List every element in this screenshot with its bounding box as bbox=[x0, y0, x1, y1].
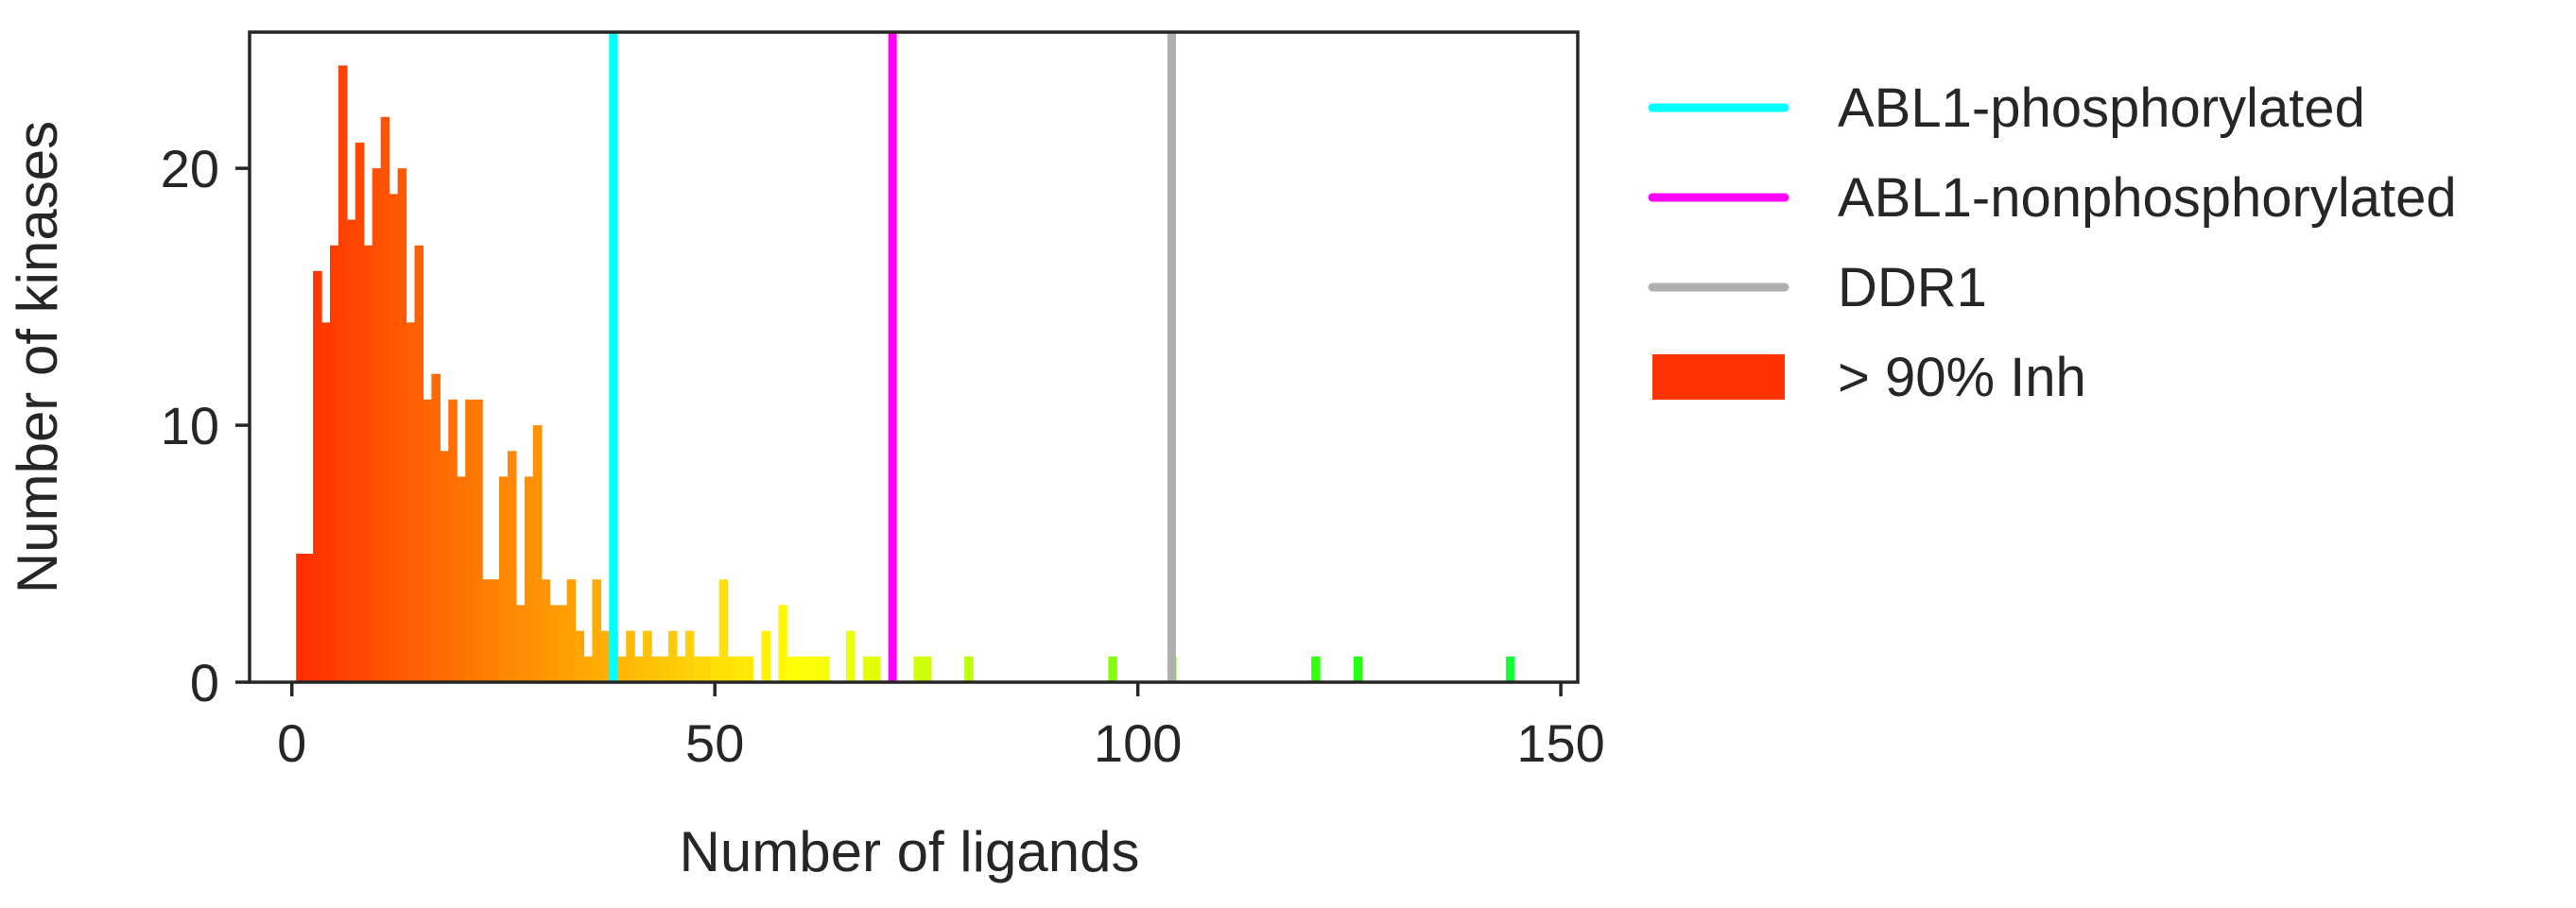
histogram-bar bbox=[676, 656, 686, 682]
x-axis-label: Number of ligands bbox=[680, 820, 1140, 883]
y-axis-label: Number of kinases bbox=[6, 121, 69, 593]
histogram-bar bbox=[651, 656, 661, 682]
legend-patch-swatch bbox=[1652, 354, 1785, 400]
histogram-bar bbox=[744, 656, 754, 682]
histogram-bar bbox=[337, 65, 348, 683]
histogram-bar bbox=[710, 656, 720, 682]
histogram-bar bbox=[964, 656, 974, 682]
histogram-bar bbox=[660, 656, 669, 682]
plot-frame bbox=[248, 30, 1580, 684]
histogram-bar bbox=[778, 605, 787, 682]
axes bbox=[248, 30, 1580, 684]
legend-label: ABL1-nonphosphorylated bbox=[1838, 167, 2457, 229]
histogram-bar bbox=[389, 194, 399, 682]
histogram-bar bbox=[566, 579, 577, 682]
histogram-bar bbox=[727, 656, 737, 682]
histogram-bar bbox=[346, 219, 356, 682]
histogram-bar bbox=[532, 425, 543, 682]
histogram-bar bbox=[423, 399, 433, 682]
y-axis-ticks: 0 10 20 bbox=[161, 139, 250, 712]
histogram-bar bbox=[684, 630, 695, 682]
histogram-bar bbox=[431, 373, 441, 682]
histogram-bar bbox=[330, 245, 339, 682]
histogram-bar bbox=[862, 656, 873, 682]
histogram-bar bbox=[701, 656, 712, 682]
histogram-bar bbox=[524, 476, 534, 682]
histogram-bar bbox=[922, 656, 931, 682]
histogram-bar bbox=[406, 322, 416, 682]
histogram-bar bbox=[296, 554, 305, 682]
legend: ABL1-phosphorylated ABL1-nonphosphorylate… bbox=[1648, 77, 2457, 408]
histogram-bar bbox=[321, 322, 331, 682]
histogram-bar bbox=[634, 656, 644, 682]
histogram-bar bbox=[600, 630, 610, 682]
histogram-bar bbox=[643, 630, 652, 682]
x-tick-label: 50 bbox=[685, 713, 744, 773]
histogram-bar bbox=[871, 656, 881, 682]
histogram-bar bbox=[549, 605, 560, 682]
histogram-bar bbox=[414, 245, 424, 682]
histogram-bar bbox=[821, 656, 830, 682]
legend-label: ABL1-phosphorylated bbox=[1838, 77, 2365, 139]
histogram-bar bbox=[787, 656, 796, 682]
histogram-bar bbox=[1108, 656, 1117, 682]
histogram-bar bbox=[795, 656, 804, 682]
histogram-bar bbox=[482, 579, 492, 682]
histogram-bar bbox=[693, 656, 703, 682]
histogram-bars bbox=[296, 65, 1515, 683]
histogram-bar bbox=[558, 605, 568, 682]
x-tick-label: 100 bbox=[1094, 713, 1182, 773]
histogram-bar bbox=[845, 630, 856, 682]
histogram-bar bbox=[541, 579, 551, 682]
reference-lines bbox=[609, 32, 1176, 682]
histogram-bar bbox=[363, 245, 373, 682]
histogram-bar bbox=[1353, 656, 1363, 682]
histogram-bar bbox=[1505, 656, 1515, 682]
histogram-bar bbox=[718, 579, 729, 682]
histogram-bar bbox=[735, 656, 746, 682]
histogram-bar bbox=[465, 399, 475, 682]
histogram-bar bbox=[583, 656, 594, 682]
histogram-bar bbox=[448, 399, 458, 682]
histogram-bar bbox=[667, 630, 678, 682]
x-tick-label: 0 bbox=[277, 713, 306, 773]
x-tick-label: 150 bbox=[1516, 713, 1604, 773]
histogram-bar bbox=[761, 630, 770, 682]
legend-label: > 90% Inh bbox=[1838, 347, 2086, 408]
histogram-bar bbox=[499, 476, 509, 682]
histogram-bar bbox=[913, 656, 924, 682]
histogram-bar bbox=[592, 579, 601, 682]
histogram-bar bbox=[304, 554, 314, 682]
y-tick-label: 10 bbox=[161, 396, 219, 455]
y-tick-label: 20 bbox=[161, 139, 219, 198]
y-tick-label: 0 bbox=[190, 653, 219, 712]
x-axis-ticks: 0 50 100 150 bbox=[277, 682, 1605, 773]
histogram-bar bbox=[507, 451, 517, 682]
legend-label: DDR1 bbox=[1838, 257, 1987, 318]
histogram-bar bbox=[313, 270, 322, 682]
histogram-bar bbox=[372, 168, 382, 682]
histogram-bar bbox=[380, 116, 390, 683]
histogram-bar bbox=[515, 605, 526, 682]
histogram-bar bbox=[491, 579, 500, 682]
histogram-bar bbox=[626, 630, 635, 682]
histogram-bar bbox=[1311, 656, 1321, 682]
histogram-bar bbox=[440, 451, 449, 682]
histogram-bar bbox=[397, 168, 407, 682]
histogram-bar bbox=[812, 656, 821, 682]
histogram-bar bbox=[354, 142, 365, 682]
histogram-bar bbox=[575, 630, 585, 682]
histogram-bar bbox=[804, 656, 813, 682]
histogram-bar bbox=[617, 656, 627, 682]
histogram-bar bbox=[474, 399, 483, 682]
histogram-bar bbox=[457, 476, 466, 682]
